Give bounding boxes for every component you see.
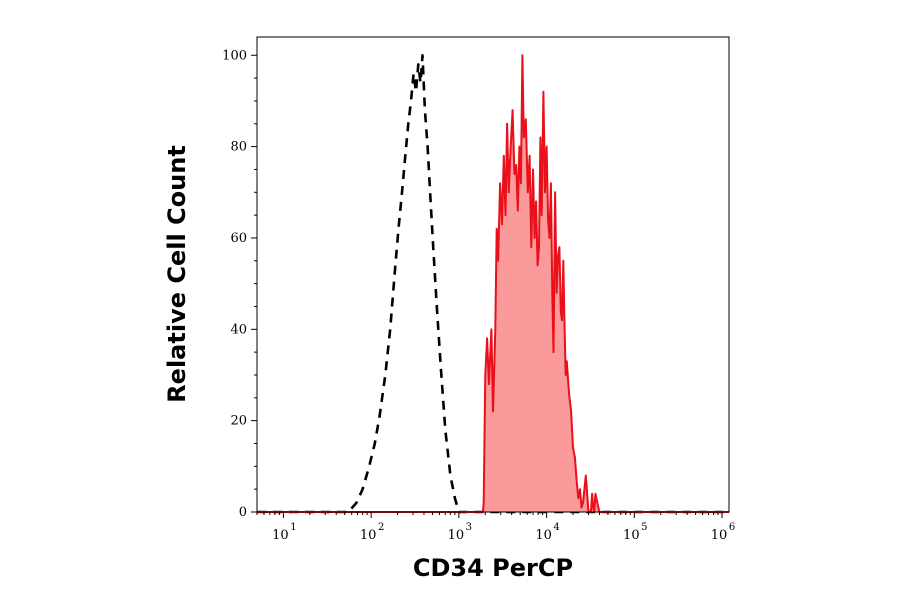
x-tick-label: 10 [448, 528, 465, 543]
x-tick-exponent: 1 [290, 522, 296, 533]
x-axis-label: CD34 PerCP [413, 554, 573, 582]
x-tick-label: 10 [623, 528, 640, 543]
y-tick-label: 20 [230, 414, 247, 429]
x-tick-exponent: 2 [378, 522, 384, 533]
series-line-0 [257, 54, 729, 514]
plot-frame [256, 36, 730, 513]
x-tick-label: 10 [711, 528, 728, 543]
x-tick-label: 10 [272, 528, 289, 543]
y-tick-label: 100 [222, 48, 247, 63]
y-tick-label: 60 [230, 231, 247, 246]
y-tick-label: 40 [230, 322, 247, 337]
y-tick-label: 80 [230, 140, 247, 155]
y-tick-label: 0 [239, 505, 247, 520]
x-tick-exponent: 3 [466, 522, 472, 533]
x-tick-label: 10 [360, 528, 377, 543]
x-tick-exponent: 6 [729, 522, 735, 533]
x-tick-exponent: 4 [553, 522, 559, 533]
x-tick-exponent: 5 [641, 522, 647, 533]
series-fill-1 [257, 55, 729, 513]
x-tick-label: 10 [535, 528, 552, 543]
series-line-1 [257, 54, 729, 513]
series-layer [257, 54, 729, 514]
y-axis-label: Relative Cell Count [163, 145, 191, 403]
